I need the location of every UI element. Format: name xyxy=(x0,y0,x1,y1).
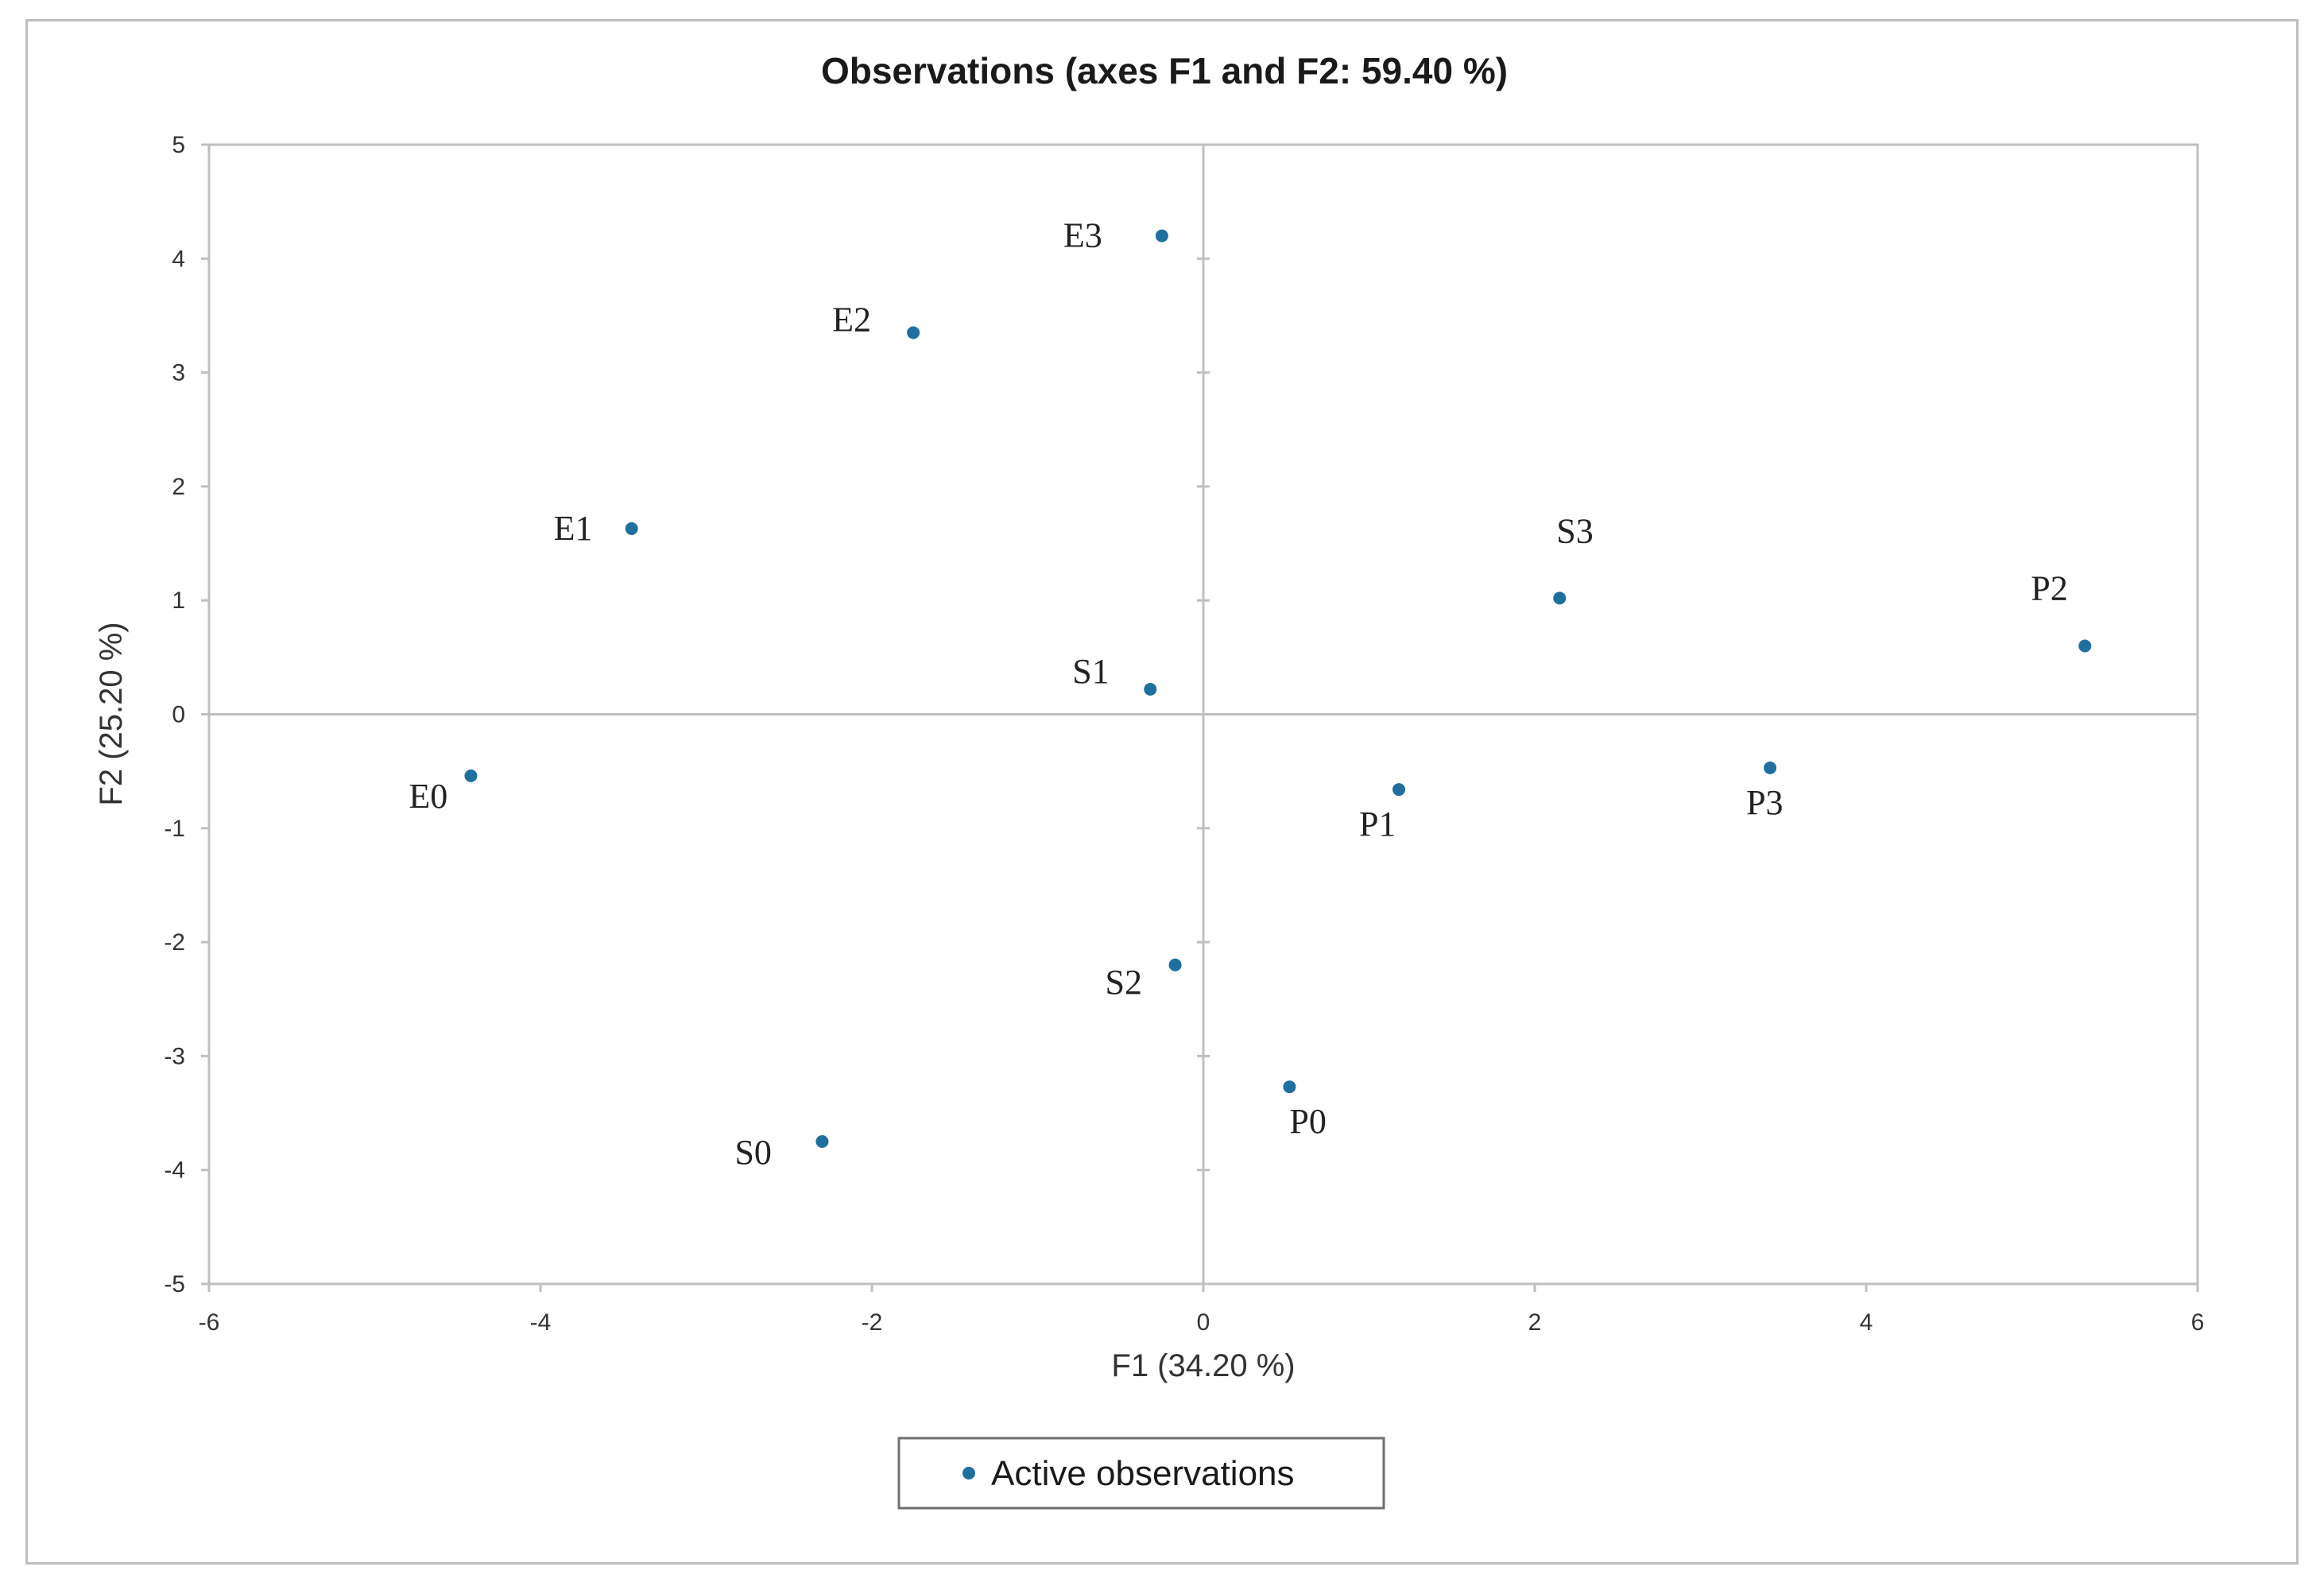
x-tick-label: -2 xyxy=(862,1309,883,1336)
data-point-s0 xyxy=(815,1134,829,1148)
chart-title: Observations (axes F1 and F2: 59.40 %) xyxy=(821,50,1508,91)
y-tick-label: -2 xyxy=(164,929,185,956)
y-tick-label: -1 xyxy=(164,816,185,842)
x-axis-title: F1 (34.20 %) xyxy=(1111,1348,1295,1383)
x-tick-label: 2 xyxy=(1528,1309,1542,1336)
y-tick-label: -3 xyxy=(164,1043,185,1069)
point-label-e2: E2 xyxy=(832,300,871,339)
point-label-s3: S3 xyxy=(1556,511,1593,550)
point-label-p1: P1 xyxy=(1359,805,1396,843)
point-label-e3: E3 xyxy=(1063,216,1102,255)
legend-marker xyxy=(963,1467,975,1479)
data-point-s2 xyxy=(1168,958,1182,971)
point-label-s1: S1 xyxy=(1072,652,1109,691)
point-label-p2: P2 xyxy=(2031,569,2067,608)
point-label-p3: P3 xyxy=(1746,783,1783,822)
x-tick-label: 6 xyxy=(2191,1309,2205,1336)
data-point-e2 xyxy=(907,326,920,339)
y-tick-label: 1 xyxy=(172,588,185,614)
y-tick-label: 4 xyxy=(172,246,185,272)
y-tick-label: -4 xyxy=(164,1158,185,1184)
legend-label: Active observations xyxy=(991,1454,1295,1493)
data-point-e1 xyxy=(625,522,638,535)
data-point-p1 xyxy=(1392,783,1406,797)
x-tick-label: 4 xyxy=(1860,1309,1873,1336)
chart-frame: Observations (axes F1 and F2: 59.40 %) -… xyxy=(25,19,2299,1565)
data-point-p0 xyxy=(1283,1080,1296,1094)
y-tick-label: 5 xyxy=(172,132,185,158)
x-tick-label: -6 xyxy=(199,1309,220,1336)
point-label-s0: S0 xyxy=(734,1133,771,1172)
y-tick-label: 2 xyxy=(172,474,185,500)
y-tick-label: -5 xyxy=(164,1271,185,1297)
point-label-p0: P0 xyxy=(1289,1102,1326,1141)
point-label-e0: E0 xyxy=(409,777,447,816)
data-point-s3 xyxy=(1553,591,1567,605)
data-point-s1 xyxy=(1144,682,1157,696)
legend-box xyxy=(897,1437,1385,1510)
data-point-p3 xyxy=(1764,761,1777,774)
legend: Active observations xyxy=(897,1437,1385,1510)
data-point-e0 xyxy=(464,769,478,782)
scatter-chart: Observations (axes F1 and F2: 59.40 %) -… xyxy=(94,50,2205,1510)
data-point-e3 xyxy=(1155,229,1168,242)
point-label-s2: S2 xyxy=(1106,963,1142,1002)
y-axis-title: F2 (25.20 %) xyxy=(94,622,129,805)
data-point-p2 xyxy=(2078,639,2092,653)
x-tick-label: -4 xyxy=(530,1309,552,1336)
y-tick-label: 0 xyxy=(172,702,185,728)
x-tick-label: 0 xyxy=(1197,1309,1210,1336)
y-tick-label: 3 xyxy=(172,360,185,386)
point-label-e1: E1 xyxy=(554,509,593,548)
